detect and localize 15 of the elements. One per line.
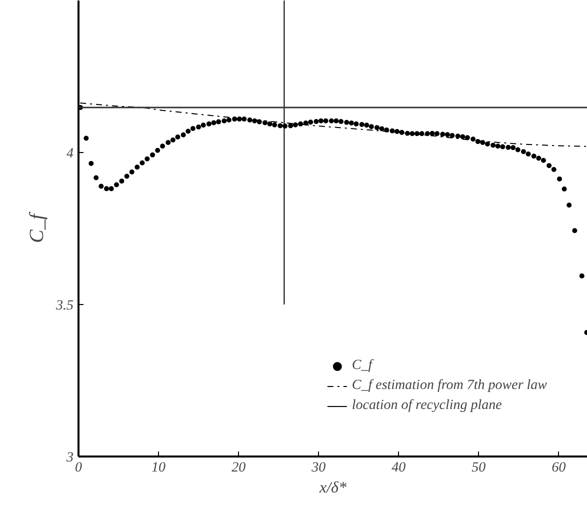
legend-label: location of recycling plane xyxy=(352,398,502,414)
y-tick-label: 3.5 xyxy=(55,298,74,314)
x-tick-label: 10 xyxy=(152,460,166,476)
x-tick-label: 0 xyxy=(75,460,82,476)
x-tick-label: 40 xyxy=(392,460,406,476)
y-tick-label: 3 xyxy=(66,450,74,466)
x-tick-label: 60 xyxy=(552,460,566,476)
x-tick-label: 20 xyxy=(232,460,246,476)
legend-label: C_f xyxy=(352,358,372,374)
legend-label: C_f estimation from 7th power law xyxy=(352,378,547,394)
x-tick-label: 30 xyxy=(310,460,326,476)
y-tick-label: 4 xyxy=(66,146,74,162)
x-axis-title: x/δ* xyxy=(318,480,346,496)
x-tick-label: 50 xyxy=(472,460,486,476)
y-axis-title: C_f xyxy=(26,212,48,243)
